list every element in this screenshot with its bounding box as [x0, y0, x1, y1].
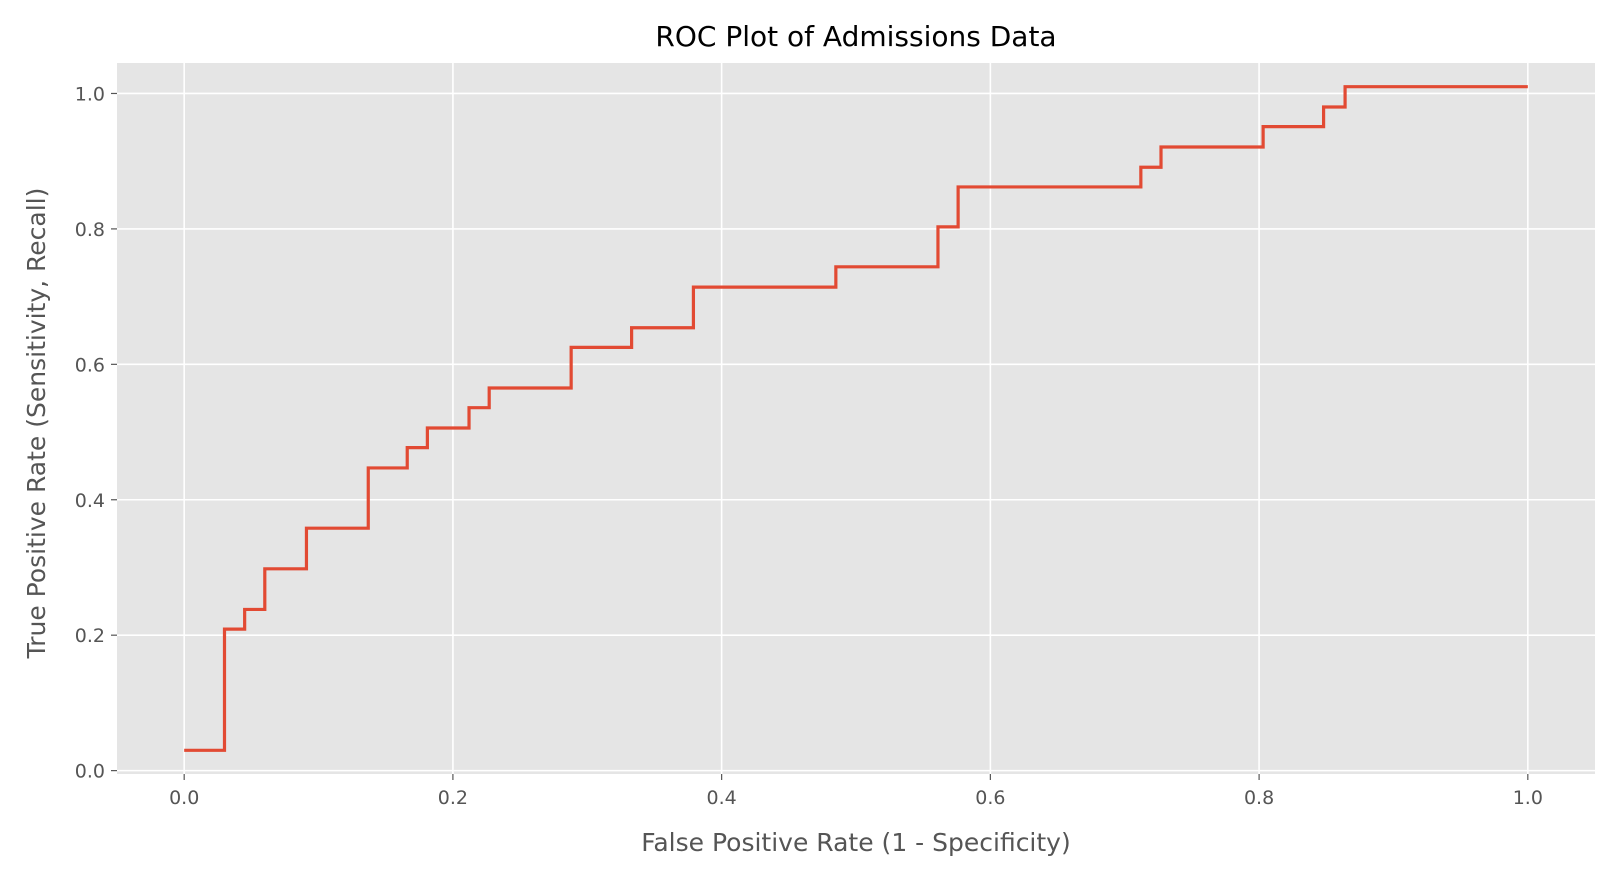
- tick-marks: [111, 92, 1529, 780]
- y-tick-labels: 0.0 0.2 0.4 0.6 0.8 1.0: [75, 83, 105, 782]
- x-tick-label: 0.2: [438, 787, 468, 809]
- x-tick-label: 0.8: [1244, 787, 1274, 809]
- y-tick-label: 0.4: [75, 490, 105, 512]
- y-tick-label: 0.6: [75, 354, 105, 376]
- y-tick-label: 0.2: [75, 625, 105, 647]
- y-tick-label: 0.8: [75, 219, 105, 241]
- x-tick-label: 0.0: [169, 787, 199, 809]
- x-tick-label: 1.0: [1513, 787, 1543, 809]
- chart-title: ROC Plot of Admissions Data: [655, 20, 1056, 53]
- x-tick-label: 0.6: [975, 787, 1005, 809]
- plot-area: [117, 63, 1595, 774]
- x-axis-label: False Positive Rate (1 - Specificity): [641, 828, 1070, 857]
- y-tick-label: 0.0: [75, 761, 105, 783]
- x-tick-labels: 0.0 0.2 0.4 0.6 0.8 1.0: [169, 787, 1543, 809]
- grid-lines: [117, 63, 1595, 774]
- roc-curve-line: [184, 85, 1528, 752]
- y-tick-label: 1.0: [75, 83, 105, 105]
- series-layer: [184, 85, 1528, 752]
- y-axis-label: True Positive Rate (Sensitivity, Recall): [22, 188, 51, 660]
- x-tick-label: 0.4: [707, 787, 737, 809]
